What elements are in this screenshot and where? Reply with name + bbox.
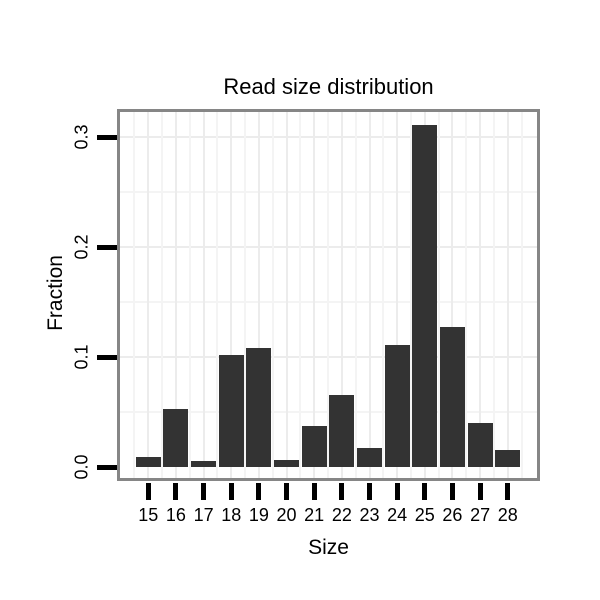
gridline-major-vertical [257,112,260,478]
y-axis-tick-label: 0.2 [71,234,92,260]
x-axis-tick-label: 28 [497,505,518,525]
gridline-minor-vertical [271,112,274,478]
bar-size-25 [412,125,438,467]
x-axis-tick [505,483,511,500]
x-axis-tick-label: 15 [138,505,159,525]
x-axis-tick [256,483,262,500]
y-axis-tick [97,354,117,360]
bar-size-27 [467,423,493,467]
gridline-minor-vertical [133,112,136,478]
x-axis-tick [173,483,179,500]
gridline-minor-vertical [299,112,302,478]
gridline-minor-vertical [437,112,440,478]
bar-size-23 [357,448,382,467]
x-axis-tick-label: 18 [221,505,242,525]
y-axis-title: Fraction [44,255,67,331]
y-axis-tick-label: 0.0 [71,454,92,480]
bar-size-15 [135,457,161,467]
x-axis-title: Size [308,536,349,559]
gridline-major-vertical [313,112,316,478]
gridline-major-vertical [202,112,205,478]
gridline-minor-vertical [244,112,247,478]
bar-size-18 [218,355,244,467]
x-axis-tick [477,483,483,500]
gridline-major-vertical [230,112,233,478]
gridline-minor-vertical [161,112,164,478]
bar-size-28 [495,450,521,467]
bar-size-21 [301,426,327,467]
y-axis-tick [97,464,117,470]
gridline-minor-vertical [520,112,523,478]
gridline-major-vertical [396,112,399,478]
bar-size-20 [274,460,300,467]
bar-size-16 [163,409,189,467]
gridline-minor-vertical [216,112,219,478]
plot-area [120,112,537,478]
x-axis-tick-label: 16 [165,505,186,525]
x-axis-tick [311,483,317,500]
gridline-minor-vertical [327,112,330,478]
gridline-major-vertical [506,112,509,478]
x-axis-tick-label: 24 [387,505,408,525]
x-axis-tick [367,483,372,500]
x-axis-tick-label: 21 [304,505,325,525]
y-axis-tick-label: 0.1 [71,344,92,370]
gridline-major-vertical [340,112,343,478]
x-axis-tick [201,483,207,500]
gridline-minor-vertical [409,112,412,478]
x-axis-tick [449,483,455,500]
gridline-minor-vertical [188,112,191,478]
gridline-minor-vertical [465,112,468,478]
y-axis-tick-label: 0.3 [71,124,92,150]
chart-title: Read size distribution [223,74,434,99]
y-axis-tick [97,134,117,140]
x-axis-tick [145,483,151,500]
bar-size-24 [384,345,410,467]
x-axis-tick-label: 20 [276,505,297,525]
gridline-major-vertical [479,112,482,478]
gridline-major-vertical [368,112,371,478]
gridline-major-vertical [285,112,288,478]
y-axis-tick [97,244,117,250]
bar-size-22 [329,395,355,467]
x-axis-tick [394,483,400,500]
x-axis-tick-label: 22 [331,505,352,525]
x-axis-tick-label: 17 [193,505,214,525]
bar-size-19 [246,348,272,467]
gridline-minor-vertical [382,112,385,478]
plot-panel [117,109,540,481]
gridline-major-vertical [174,112,177,478]
gridline-minor-vertical [492,112,495,478]
x-axis-tick-label: 19 [248,505,269,525]
gridline-minor-vertical [354,112,357,478]
x-axis-tick-label: 23 [359,505,380,525]
x-axis-tick-label: 26 [442,505,463,525]
gridline-major-vertical [451,112,454,478]
x-axis-tick [422,483,428,500]
x-axis-tick [228,483,234,500]
bar-size-26 [439,327,465,467]
bar-size-17 [191,461,217,467]
x-axis-tick-label: 25 [414,505,435,525]
x-axis-tick-label: 27 [470,505,491,525]
gridline-major-vertical [147,112,150,478]
x-axis-tick [284,483,290,500]
x-axis-tick [339,483,345,500]
